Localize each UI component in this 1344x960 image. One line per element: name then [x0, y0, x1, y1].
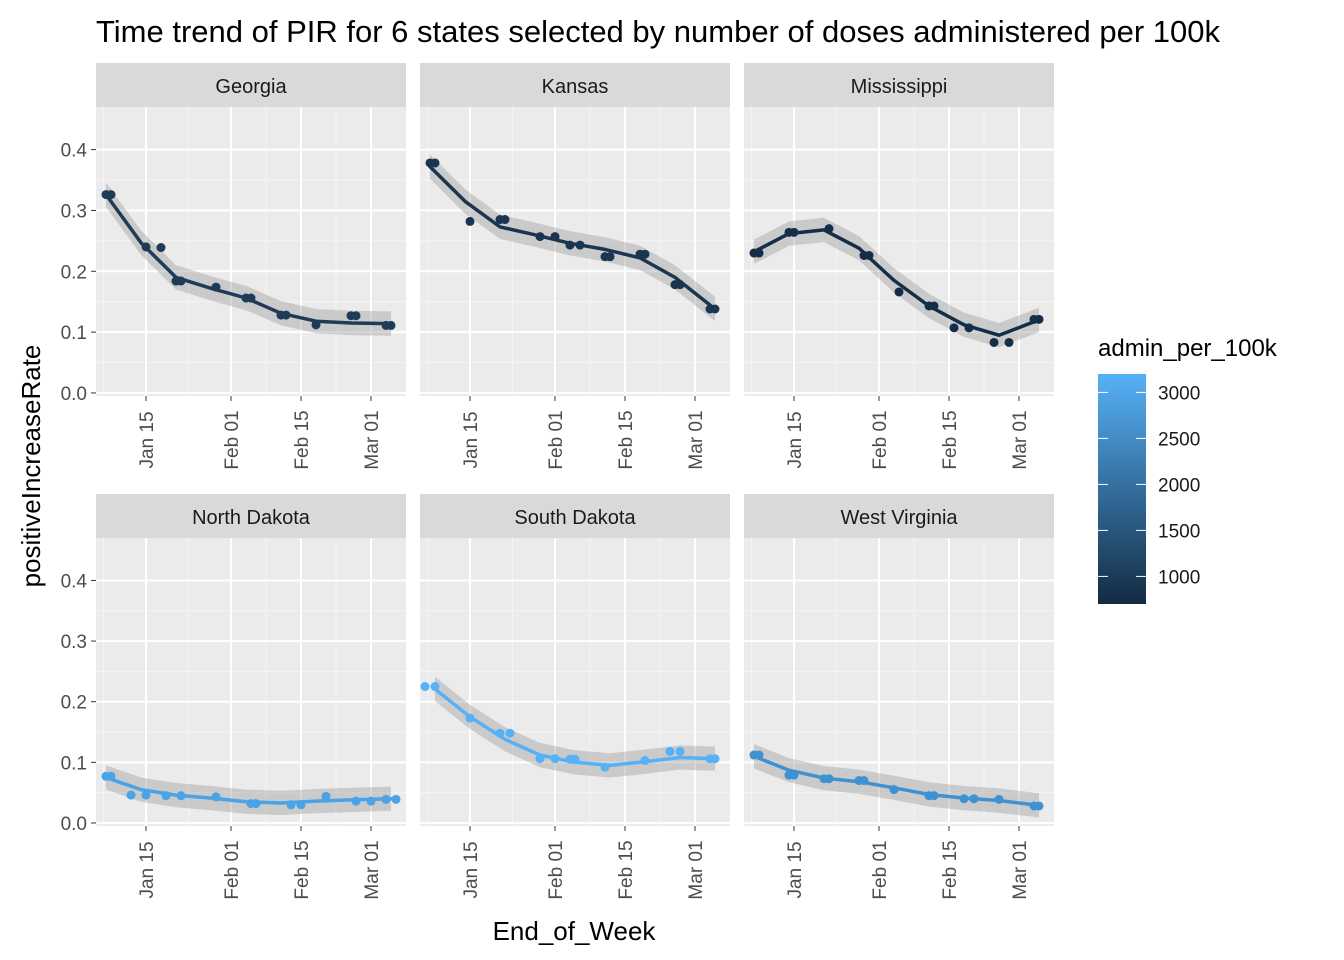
facet-panel: Mississippi Jan 15 Feb 01 Feb 15 Mar 01	[744, 63, 1054, 470]
confidence-band	[435, 676, 715, 778]
data-point	[500, 215, 510, 225]
panel-background	[96, 538, 406, 826]
data-point	[465, 216, 475, 226]
y-tick-label: 0.4	[61, 141, 88, 162]
facet-strip	[744, 63, 1054, 107]
data-point	[430, 158, 440, 168]
data-point	[141, 790, 151, 800]
data-point	[949, 323, 959, 333]
y-tick-label: 0.0	[61, 814, 87, 835]
facet-panel: West Virginia Jan 15 Feb 01 Feb 15 Mar 01	[744, 494, 1054, 900]
data-point	[321, 791, 331, 801]
smooth-line	[752, 754, 1041, 808]
data-point	[605, 252, 615, 262]
x-tick-label: Feb 15	[292, 410, 313, 469]
y-tick-label: 0.2	[61, 693, 87, 714]
x-tick-label: Jan 15	[461, 841, 482, 898]
smooth-line	[428, 164, 717, 311]
data-point	[126, 790, 136, 800]
data-point	[505, 728, 515, 738]
confidence-band	[430, 154, 715, 322]
facet-panel: Kansas Jan 15 Feb 01 Feb 15 Mar 01	[420, 63, 730, 470]
x-tick-label: Feb 15	[940, 410, 961, 469]
facet-strip-label: Kansas	[542, 76, 609, 98]
smooth-line	[104, 192, 393, 326]
x-tick-label: Jan 15	[461, 411, 482, 468]
facet-strip-label: West Virginia	[840, 507, 958, 529]
panel-background	[744, 107, 1054, 396]
data-point	[391, 794, 401, 804]
chart-title: Time trend of PIR for 6 states selected …	[96, 14, 1221, 49]
x-tick-label: Mar 01	[686, 840, 707, 899]
x-tick-label: Jan 15	[137, 411, 158, 468]
legend-title: admin_per_100k	[1098, 335, 1278, 362]
facet-strip	[744, 494, 1054, 538]
panel-background	[420, 107, 730, 396]
x-tick-label: Feb 01	[546, 840, 567, 899]
data-point	[675, 746, 685, 756]
data-point	[1004, 337, 1014, 347]
x-tick-label: Jan 15	[785, 411, 806, 468]
facet-strip-label: South Dakota	[514, 507, 636, 529]
x-tick-label: Mar 01	[1010, 410, 1031, 469]
smooth-line	[104, 775, 393, 805]
facet-strip	[96, 63, 406, 107]
y-tick-label: 0.1	[61, 323, 87, 344]
facet-grid: Georgia Jan 15 Feb 01 Feb 15 Mar 01 0.0 0.1 0.2…	[61, 63, 1054, 900]
legend: admin_per_100k 1000 1500 2000 2500 3000	[1098, 335, 1278, 604]
y-tick-label: 0.0	[61, 384, 87, 405]
colorbar-ticks: 1000 1500 2000 2500 3000	[1098, 383, 1200, 588]
x-tick-label: Jan 15	[785, 841, 806, 898]
x-tick-label: Feb 15	[616, 840, 637, 899]
confidence-band	[106, 182, 391, 336]
x-tick-label: Feb 01	[870, 410, 891, 469]
facet-strip-label: North Dakota	[192, 507, 311, 529]
smooth-line	[752, 228, 1041, 337]
facet-strip	[420, 494, 730, 538]
facet-strip	[96, 494, 406, 538]
x-axis-title: End_of_Week	[493, 916, 657, 946]
facet-panel: Georgia Jan 15 Feb 01 Feb 15 Mar 01 0.0 0.1 0.2…	[61, 63, 406, 470]
data-point	[640, 249, 650, 259]
colorbar-tick-label: 2500	[1158, 429, 1200, 450]
x-tick-label: Mar 01	[686, 410, 707, 469]
x-tick-label: Feb 15	[940, 840, 961, 899]
x-tick-label: Feb 01	[222, 840, 243, 899]
x-tick-label: Feb 01	[222, 410, 243, 469]
data-point	[894, 287, 904, 297]
x-tick-label: Feb 15	[292, 840, 313, 899]
colorbar	[1098, 374, 1146, 604]
colorbar-tick-label: 1500	[1158, 521, 1200, 542]
y-tick-label: 0.3	[61, 632, 87, 653]
data-point	[156, 243, 166, 253]
data-point	[665, 746, 675, 756]
y-tick-label: 0.1	[61, 753, 87, 774]
data-point	[989, 337, 999, 347]
y-tick-label: 0.3	[61, 201, 87, 222]
facet-panel: North Dakota Jan 15 Feb 01 Feb 15 Mar 01 0.0 0…	[61, 494, 406, 900]
facet-strip-label: Mississippi	[851, 76, 948, 98]
colorbar-tick-label: 2000	[1158, 475, 1200, 496]
colorbar-tick-label: 3000	[1158, 383, 1200, 404]
facet-strip	[420, 63, 730, 107]
x-tick-label: Mar 01	[362, 410, 383, 469]
facet-strip-label: Georgia	[215, 76, 287, 98]
x-tick-label: Jan 15	[137, 841, 158, 898]
data-point	[420, 682, 430, 692]
data-point	[351, 311, 361, 321]
panel-background	[420, 538, 730, 826]
x-tick-label: Feb 01	[870, 840, 891, 899]
y-tick-label: 0.4	[61, 571, 88, 592]
colorbar-tick-label: 1000	[1158, 567, 1200, 588]
y-tick-label: 0.2	[61, 262, 87, 283]
x-tick-label: Mar 01	[1010, 840, 1031, 899]
x-tick-label: Feb 01	[546, 410, 567, 469]
y-axis-title: positiveIncreaseRate	[16, 345, 46, 588]
x-tick-label: Mar 01	[362, 840, 383, 899]
facet-panel: South Dakota Jan 15 Feb 01 Feb 15 Mar 01	[420, 494, 730, 900]
smooth-line	[433, 687, 717, 768]
x-tick-label: Feb 15	[616, 410, 637, 469]
